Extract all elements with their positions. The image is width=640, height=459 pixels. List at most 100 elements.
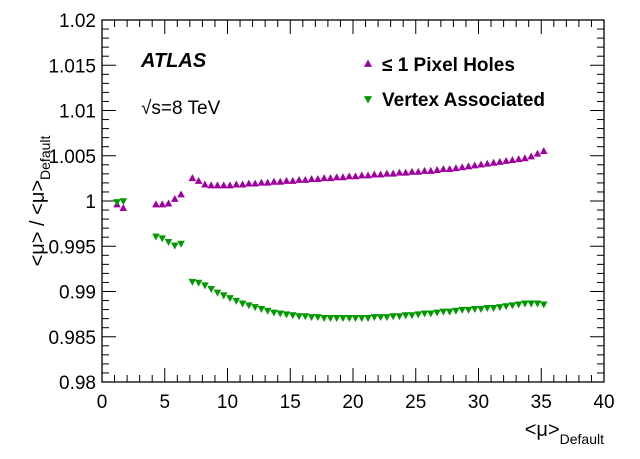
legend-label-pixel-holes: ≤ 1 Pixel Holes bbox=[382, 55, 515, 76]
data-point bbox=[257, 305, 266, 313]
x-tick-label: 35 bbox=[531, 392, 552, 413]
ticks-layer bbox=[101, 19, 605, 383]
data-point bbox=[245, 179, 253, 187]
data-point bbox=[245, 302, 253, 310]
data-point bbox=[502, 156, 510, 164]
data-point bbox=[414, 167, 423, 175]
y-axis-label-main: <μ> / <μ> bbox=[27, 180, 49, 266]
data-point bbox=[201, 180, 209, 188]
data-point bbox=[301, 313, 310, 321]
svg-text:<μ> / <μ>Default: <μ> / <μ>Default bbox=[27, 135, 53, 266]
data-point bbox=[527, 300, 535, 308]
y-tick-label: 1.02 bbox=[59, 11, 96, 32]
data-point bbox=[251, 304, 259, 312]
energy-label: √s=8 TeV bbox=[141, 98, 221, 119]
data-point bbox=[270, 177, 278, 185]
data-point bbox=[171, 194, 179, 202]
y-tick-label: 0.995 bbox=[48, 237, 96, 258]
data-point bbox=[483, 305, 492, 312]
data-point bbox=[164, 238, 173, 246]
data-point bbox=[470, 305, 479, 313]
data-point bbox=[445, 165, 454, 173]
data-point bbox=[276, 177, 284, 185]
data-point bbox=[171, 242, 179, 250]
data-point bbox=[194, 279, 203, 287]
data-point bbox=[521, 154, 529, 162]
data-point bbox=[489, 305, 498, 312]
data-point bbox=[307, 175, 316, 183]
data-point bbox=[113, 199, 121, 207]
data-point bbox=[452, 164, 460, 172]
data-point bbox=[376, 314, 385, 322]
data-point bbox=[219, 292, 228, 300]
data-point bbox=[263, 178, 272, 186]
data-point bbox=[152, 200, 160, 208]
data-point bbox=[207, 286, 215, 293]
data-point bbox=[307, 314, 316, 322]
data-point bbox=[358, 171, 366, 179]
data-point bbox=[433, 309, 441, 317]
data-point bbox=[539, 301, 548, 309]
data-point bbox=[508, 156, 517, 164]
y-axis-label: <μ> / <μ>Default bbox=[27, 135, 53, 266]
data-point bbox=[408, 167, 416, 175]
data-point bbox=[514, 301, 523, 309]
data-point bbox=[539, 147, 548, 154]
legend-marker-pixel-holes bbox=[363, 59, 373, 67]
data-point bbox=[232, 297, 241, 305]
data-point bbox=[464, 306, 473, 314]
legend-marker-shape bbox=[363, 96, 373, 104]
data-point bbox=[326, 174, 335, 182]
data-point bbox=[502, 303, 510, 311]
data-point bbox=[345, 315, 354, 322]
data-point bbox=[508, 302, 517, 310]
data-point bbox=[452, 307, 460, 315]
data-point bbox=[257, 178, 266, 186]
data-point bbox=[238, 300, 247, 308]
data-point bbox=[164, 199, 173, 207]
data-point bbox=[226, 295, 234, 303]
x-axis-label-sub: Default bbox=[560, 431, 604, 447]
data-point bbox=[332, 173, 341, 181]
data-point bbox=[477, 305, 485, 313]
y-tick-label: 0.99 bbox=[59, 283, 96, 304]
data-point bbox=[414, 311, 423, 319]
data-point bbox=[527, 152, 535, 160]
data-point bbox=[213, 289, 222, 297]
series-0 bbox=[113, 147, 548, 211]
data-point bbox=[496, 304, 504, 312]
legend: ≤ 1 Pixel Holes Vertex Associated bbox=[363, 55, 545, 111]
x-axis-label: <μ>Default bbox=[525, 419, 604, 447]
data-point bbox=[158, 200, 167, 208]
atlas-label: ATLAS bbox=[140, 50, 207, 72]
x-tick-label: 10 bbox=[217, 392, 238, 413]
data-point bbox=[358, 315, 366, 322]
data-point bbox=[282, 176, 291, 184]
data-point bbox=[401, 168, 410, 176]
data-point bbox=[364, 315, 372, 322]
data-point bbox=[370, 314, 379, 322]
data-point bbox=[152, 233, 160, 241]
x-tick-label: 15 bbox=[280, 392, 301, 413]
data-point bbox=[295, 313, 303, 321]
data-point bbox=[301, 175, 310, 183]
data-point bbox=[370, 170, 379, 178]
data-point bbox=[263, 307, 272, 315]
plot-frame bbox=[101, 19, 605, 383]
data-point bbox=[458, 163, 466, 171]
data-point bbox=[395, 168, 404, 176]
data-point bbox=[345, 172, 354, 180]
data-point bbox=[458, 306, 466, 314]
data-point bbox=[339, 173, 347, 181]
data-point bbox=[420, 310, 429, 318]
data-point bbox=[177, 240, 185, 248]
data-point bbox=[433, 166, 441, 173]
data-point bbox=[533, 300, 542, 308]
data-point bbox=[158, 235, 167, 243]
data-point bbox=[351, 172, 360, 180]
data-point bbox=[188, 174, 197, 182]
data-point bbox=[439, 165, 448, 173]
data-point bbox=[427, 310, 435, 318]
